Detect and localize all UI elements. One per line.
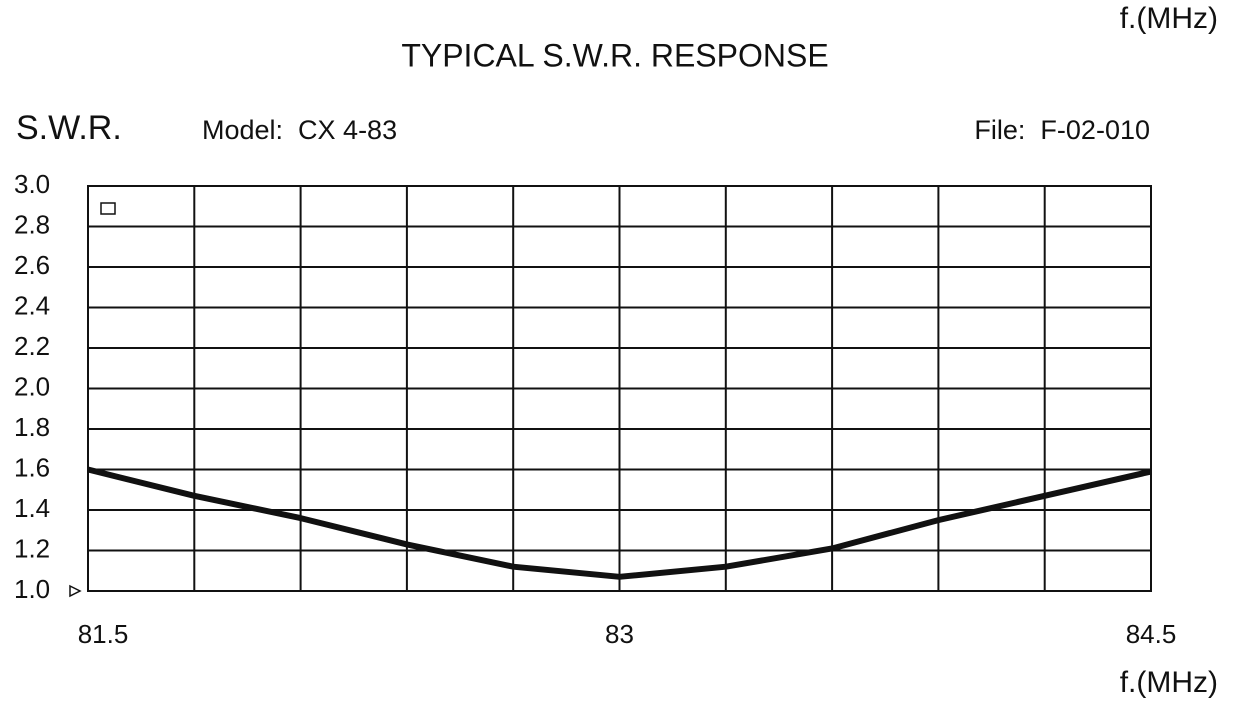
plot-frame — [87, 185, 1152, 592]
file-label: File: F-02-010 — [974, 115, 1150, 145]
icon — [100, 202, 116, 215]
x-tick-label: 83 — [605, 619, 634, 649]
y-tick-label: 1.4 — [14, 493, 50, 523]
x-tick-label: 81.5 — [78, 619, 129, 649]
model-label: Model: CX 4-83 — [202, 115, 397, 145]
y-tick-label: 1.6 — [14, 452, 50, 482]
y-tick-label: 2.0 — [14, 371, 50, 401]
y-tick-label: 3.0 — [14, 169, 50, 199]
y-tick-label: 2.8 — [14, 209, 50, 239]
y-tick-label: 2.6 — [14, 250, 50, 280]
y-tick-label: 1.2 — [14, 533, 50, 563]
marker — [69, 584, 82, 598]
x-tick-label: 84.5 — [1126, 619, 1177, 649]
y-tick-label: 2.2 — [14, 331, 50, 361]
y-tick-label: 1.0 — [14, 574, 50, 604]
x-axis-label: f.(MHz) — [1120, 666, 1218, 699]
top-unit-label: f.(MHz) — [1120, 2, 1218, 35]
chart-title: TYPICAL S.W.R. RESPONSE — [401, 37, 828, 73]
series-line — [87, 466, 1152, 580]
y-tick-label: 2.4 — [14, 290, 50, 320]
y-axis-label: S.W.R. — [16, 109, 122, 147]
y-tick-label: 1.8 — [14, 412, 50, 442]
